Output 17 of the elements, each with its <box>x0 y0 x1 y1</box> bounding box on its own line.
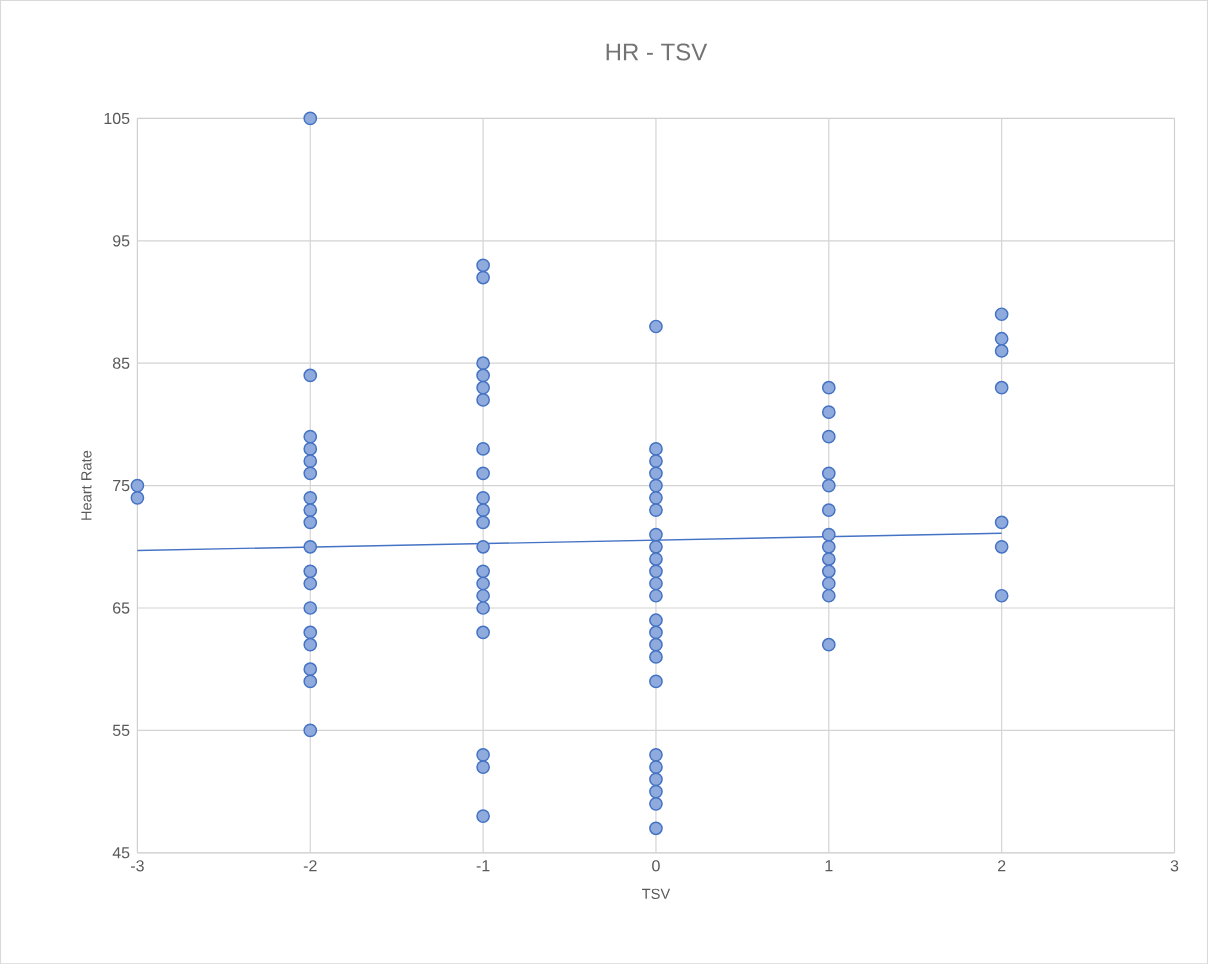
chart-title: HR - TSV <box>606 43 708 61</box>
y-tick-label: 45 <box>112 847 130 859</box>
x-axis-title: TSV <box>642 888 671 899</box>
y-tick-label: 105 <box>104 112 130 124</box>
x-tick-label: 3 <box>1170 860 1179 872</box>
x-tick-label: 0 <box>652 860 660 872</box>
y-tick-label: 75 <box>113 479 130 492</box>
y-tick-label: 95 <box>113 235 130 247</box>
x-tick-label: -2 <box>303 860 317 872</box>
x-tick-label: 2 <box>998 860 1006 872</box>
x-tick-label: 1 <box>825 860 833 872</box>
y-axis-title: Heart Rate <box>81 450 92 520</box>
y-tick-label: 65 <box>113 602 130 614</box>
y-tick-label: 85 <box>112 357 130 369</box>
x-tick-label: -3 <box>131 860 144 872</box>
x-tick-label: -1 <box>476 860 490 872</box>
y-tick-label: 55 <box>112 724 130 736</box>
